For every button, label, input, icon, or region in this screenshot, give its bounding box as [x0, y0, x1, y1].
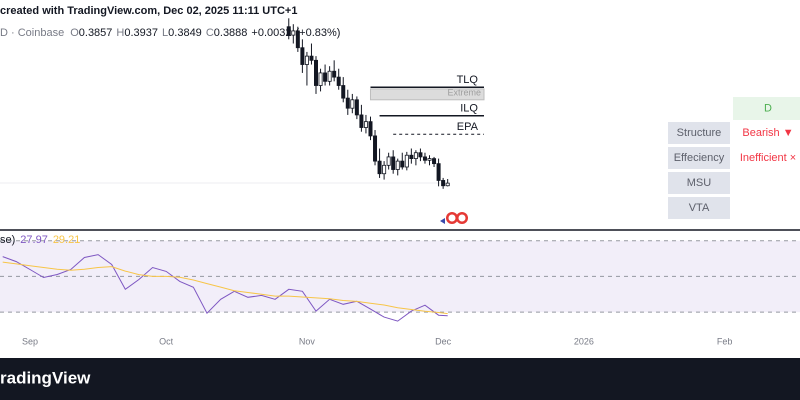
x-tick-label: Dec	[435, 336, 452, 346]
candle-body	[345, 97, 350, 109]
candle-body	[300, 47, 305, 65]
footer-bar	[0, 358, 800, 400]
candle-body	[363, 121, 368, 128]
ohlc-legend: D · Coinbase O0.3857 H0.3937 L0.3849 C0.3888…	[0, 27, 340, 39]
level-label: TLQ	[457, 74, 479, 86]
candle-body	[368, 121, 373, 137]
candle-body	[386, 156, 391, 166]
extreme-zone	[369, 88, 485, 101]
table-header-cell	[733, 97, 800, 120]
candle-body	[354, 99, 359, 116]
candle-body	[441, 180, 446, 187]
rsi-line	[2, 254, 448, 322]
level-label: EPA	[457, 121, 479, 133]
level-label: ILQ	[460, 103, 478, 115]
table-label-cell	[668, 147, 730, 169]
ohlc-value: 0.3857	[79, 27, 113, 39]
ohlc-value: 0.3888	[214, 27, 248, 39]
rsi-line	[2, 261, 448, 315]
candle-body	[327, 70, 332, 82]
candle-body	[445, 182, 450, 187]
symbol: D · Coinbase	[0, 27, 64, 39]
table-header: D	[764, 102, 772, 114]
candle-body	[391, 156, 396, 170]
ohlc-key: L	[162, 27, 168, 39]
candle-body	[422, 156, 427, 161]
candle-body	[318, 72, 323, 86]
x-tick-label: Oct	[159, 336, 174, 346]
table-label: Structure	[677, 127, 722, 139]
ohlc-key: H	[116, 27, 124, 39]
candle-body	[350, 99, 355, 109]
candle-body	[359, 114, 364, 128]
footer-brand: radingView	[0, 368, 91, 387]
header-title: created with TradingView.com, Dec 02, 20…	[0, 5, 297, 17]
flag-icon-inner	[448, 214, 456, 222]
candle-body	[436, 163, 441, 181]
event-icons	[440, 212, 468, 224]
ohlc-value: 0.3849	[168, 27, 202, 39]
candle-body	[373, 135, 378, 162]
x-tick-label: 2026	[574, 336, 594, 346]
candle-body	[332, 70, 337, 78]
candle-body	[286, 26, 291, 36]
candle-body	[413, 152, 418, 160]
ohlc-key: O	[70, 27, 79, 39]
table-label-cell	[668, 122, 730, 144]
candle-body	[309, 55, 314, 61]
table-value: Inefficient ×	[740, 152, 796, 164]
candle-body	[295, 30, 300, 49]
candle-body	[395, 160, 400, 170]
table-label: MSU	[687, 177, 712, 189]
rsi-last-value: 27.97	[20, 234, 48, 246]
table-value: Bearish ▼	[742, 127, 793, 139]
candle-body	[323, 72, 328, 82]
table-label-cell	[668, 172, 730, 194]
change-pct: (+0.83%)	[296, 27, 341, 39]
candle-body	[341, 85, 346, 99]
candle-body	[291, 30, 296, 36]
rsi-pane: se) 27.97 29.21 Sep Oct Nov Dec 2026 Feb	[0, 234, 800, 346]
rsi-legend: se) 27.97 29.21	[0, 234, 80, 246]
candle-body	[409, 154, 414, 160]
candle-body	[432, 158, 437, 165]
candle-body	[377, 160, 382, 175]
candle-body	[304, 55, 309, 65]
change: +0.0032	[251, 27, 291, 39]
table-label: VTA	[689, 202, 710, 214]
zone-label: Extreme	[447, 87, 481, 97]
table-label: Effeciency	[674, 152, 725, 164]
candle-body	[400, 160, 405, 168]
status-table: D Structure Bearish ▼ Effeciency Inefficient…	[668, 97, 800, 219]
x-tick-label: Nov	[299, 336, 316, 346]
candle-body	[336, 76, 341, 86]
x-tick-label: Sep	[22, 336, 38, 346]
x-tick-label: Feb	[717, 336, 733, 346]
flag-icon-arrow	[440, 218, 445, 224]
candle-body	[404, 154, 409, 168]
candle-body	[427, 158, 432, 161]
candle-body	[382, 164, 387, 175]
rsi-last-value: 29.21	[53, 234, 81, 246]
table-label-cell	[668, 197, 730, 219]
rsi-title: se)	[0, 234, 15, 246]
flag-icon-inner	[458, 214, 466, 222]
ohlc-value: 0.3937	[124, 27, 158, 39]
candle-body	[418, 152, 423, 158]
ohlc-key: C	[206, 27, 214, 39]
candle-body	[314, 59, 319, 86]
